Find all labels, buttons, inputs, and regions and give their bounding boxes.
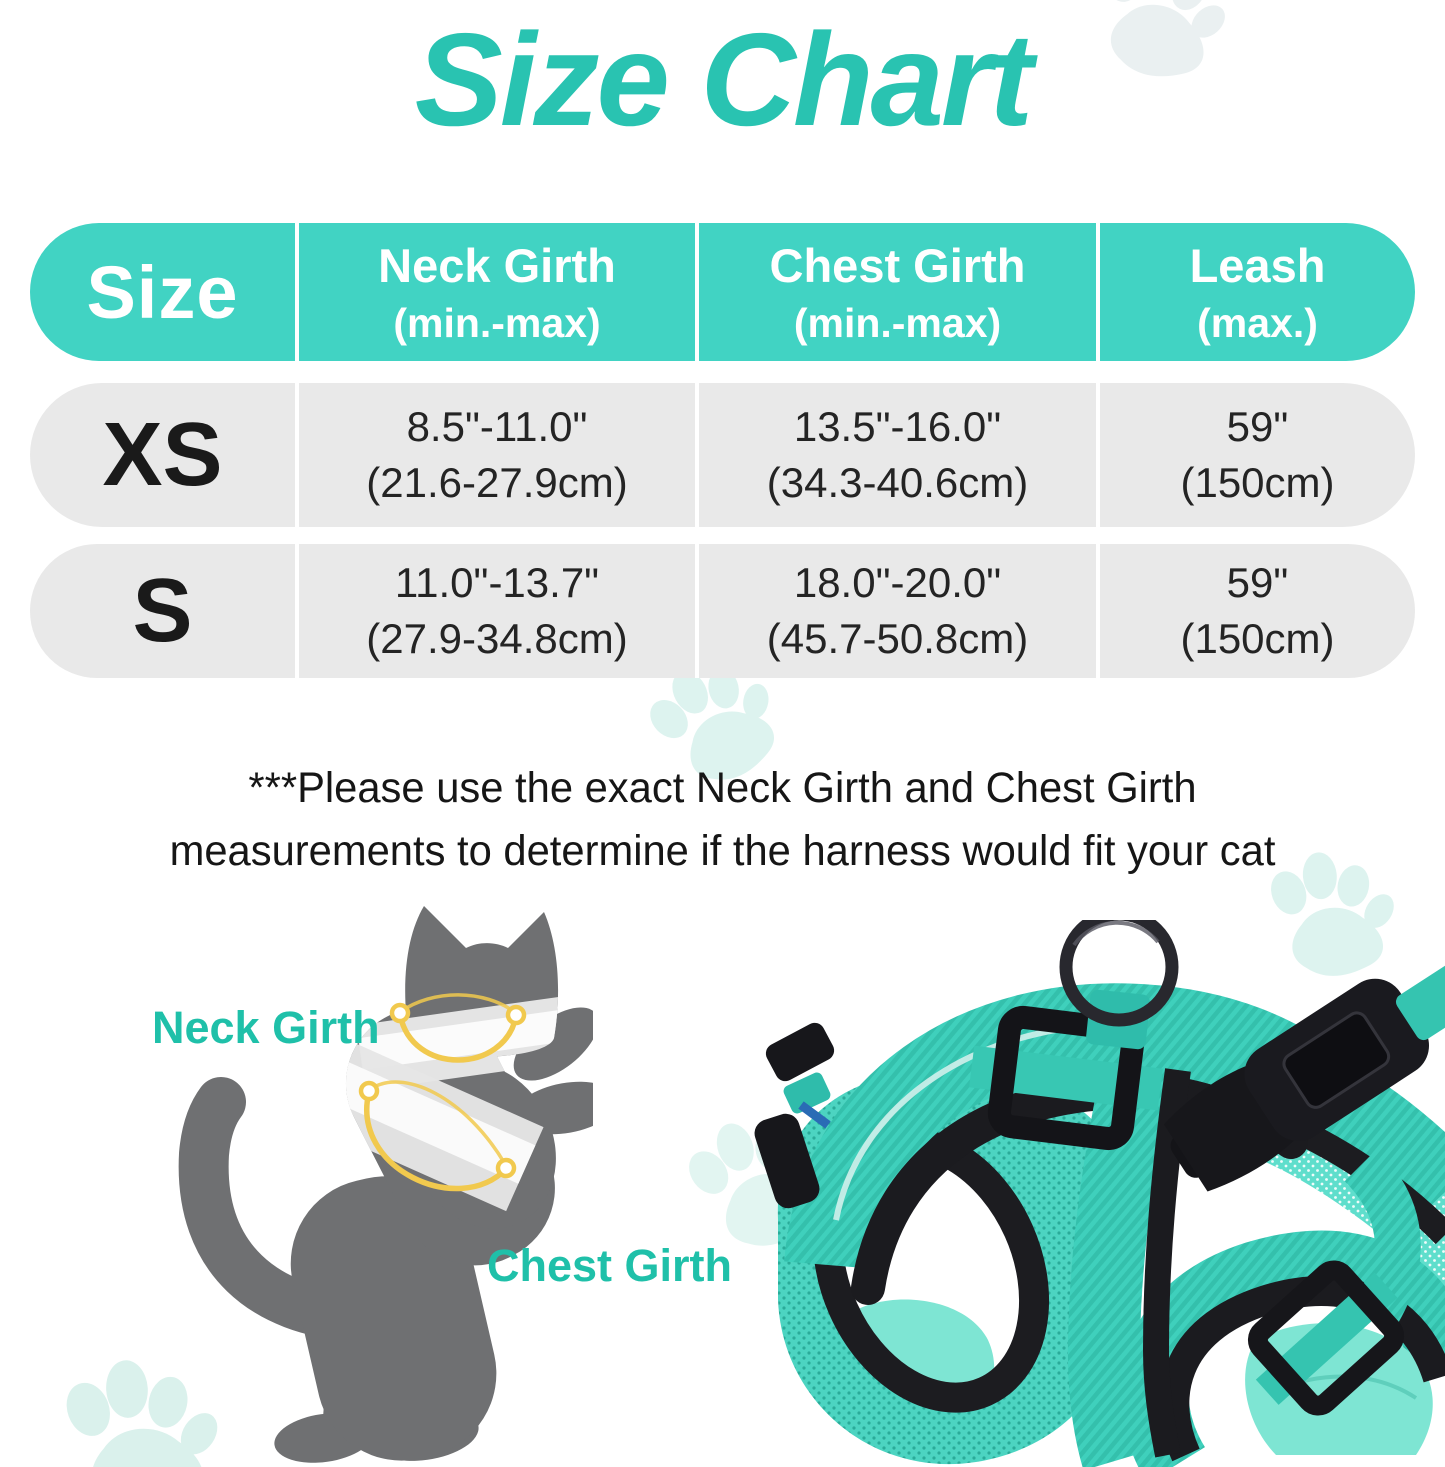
s-leash-cell: 59" (150cm) xyxy=(1096,544,1415,678)
s-neck-cell: 11.0"-13.7" (27.9-34.8cm) xyxy=(295,544,695,678)
triglide-slider xyxy=(969,1005,1163,1151)
size-table-header-row: Size Neck Girth (min.-max) Chest Girth (… xyxy=(30,223,1415,361)
neck-girth-tape-icon xyxy=(389,993,527,1063)
cat-front-paw xyxy=(514,1081,593,1135)
header-leash-line2: (max.) xyxy=(1197,299,1318,346)
table-row-s: S 11.0"-13.7" (27.9-34.8cm) 18.0"-20.0" … xyxy=(30,544,1415,678)
cat-front-paw xyxy=(513,1007,593,1081)
blue-strap-detail xyxy=(798,1101,831,1129)
xs-neck-cell: 8.5"-11.0" (21.6-27.9cm) xyxy=(295,383,695,527)
note-line1: ***Please use the exact Neck Girth and C… xyxy=(248,764,1197,812)
header-chest-line1: Chest Girth xyxy=(769,238,1026,292)
header-cell-leash: Leash (max.) xyxy=(1096,223,1415,361)
d-ring xyxy=(1059,920,1179,1027)
table-row-xs: XS 8.5"-11.0" (21.6-27.9cm) 13.5"-16.0" … xyxy=(30,383,1415,527)
leash-cm: (150cm) xyxy=(1180,459,1335,506)
neck-girth-inches: 11.0"-13.7" xyxy=(394,558,600,606)
chest-girth-cm: (34.3-40.6cm) xyxy=(766,459,1029,506)
chest-girth-label: Chest Girth xyxy=(487,1240,733,1291)
leash-inches: 59" xyxy=(1226,402,1289,450)
cat-body xyxy=(178,906,593,1463)
s-chest-cell: 18.0"-20.0" (45.7-50.8cm) xyxy=(695,544,1096,678)
neck-girth-label: Neck Girth xyxy=(152,1002,380,1053)
leash-cm: (150cm) xyxy=(1180,615,1335,662)
header-cell-size: Size xyxy=(30,223,295,361)
strap-tab xyxy=(754,1113,820,1209)
strap-tab xyxy=(765,1022,835,1082)
neck-girth-cm: (21.6-27.9cm) xyxy=(366,459,628,506)
note-line2: measurements to determine if the harness… xyxy=(169,827,1276,876)
header-size-label: Size xyxy=(86,250,239,334)
fleece-trim xyxy=(1142,1068,1191,1458)
size-value: XS xyxy=(102,404,223,505)
chest-girth-inches: 13.5"-16.0" xyxy=(793,402,1002,450)
header-leash-line1: Leash xyxy=(1189,238,1326,292)
strap-tab xyxy=(783,1072,831,1114)
chest-girth-tape-icon xyxy=(358,1080,517,1192)
header-neck-line2: (min.-max) xyxy=(393,299,601,346)
size-value: S xyxy=(132,560,193,661)
neck-girth-inches: 8.5"-11.0" xyxy=(406,402,588,450)
s-size-cell: S xyxy=(30,544,295,678)
neck-girth-cm: (27.9-34.8cm) xyxy=(366,615,628,662)
xs-size-cell: XS xyxy=(30,383,295,527)
chest-girth-inches: 18.0"-20.0" xyxy=(793,558,1002,606)
xs-leash-cell: 59" (150cm) xyxy=(1096,383,1415,527)
harness-product-photo xyxy=(754,920,1445,1467)
header-cell-chest-girth: Chest Girth (min.-max) xyxy=(695,223,1096,361)
page-title: Size Chart xyxy=(414,6,1034,153)
measurement-note: ***Please use the exact Neck Girth and C… xyxy=(22,757,1424,883)
chest-girth-cm: (45.7-50.8cm) xyxy=(766,615,1029,662)
header-cell-neck-girth: Neck Girth (min.-max) xyxy=(295,223,695,361)
cat-silhouette-illustration xyxy=(178,906,593,1463)
strap-slider xyxy=(1247,1260,1405,1416)
xs-chest-cell: 13.5"-16.0" (34.3-40.6cm) xyxy=(695,383,1096,527)
header-chest-line2: (min.-max) xyxy=(793,299,1002,346)
fleece-trim xyxy=(1159,1276,1445,1462)
leash-inches: 59" xyxy=(1226,558,1289,606)
header-neck-line1: Neck Girth xyxy=(378,238,616,292)
